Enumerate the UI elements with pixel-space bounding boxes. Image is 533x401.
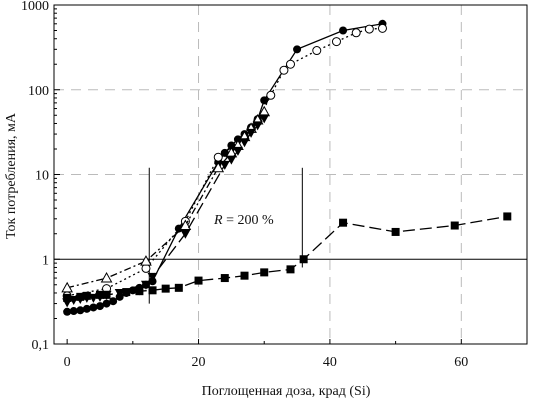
grid	[54, 5, 527, 344]
data-point	[180, 229, 191, 239]
data-point	[260, 96, 269, 105]
data-point	[148, 286, 157, 295]
data-point	[339, 26, 348, 35]
data-point	[194, 276, 203, 285]
data-point	[61, 281, 73, 293]
data-point	[122, 288, 131, 297]
series-filled-square	[63, 212, 512, 302]
data-point	[95, 290, 104, 299]
axis-ticks: 0 20 40 60 0,1 1 10 100 1000	[21, 0, 468, 370]
y-tick-label: 1000	[21, 0, 49, 14]
data-point	[286, 265, 295, 274]
x-tick-label: 60	[454, 355, 468, 370]
data-point	[259, 114, 270, 124]
data-point	[232, 146, 243, 156]
y-tick-label: 0,1	[32, 338, 50, 353]
data-point	[286, 59, 295, 69]
data-point	[391, 227, 400, 236]
data-point	[179, 219, 192, 231]
data-point	[240, 271, 249, 280]
x-axis-title: Поглощенная доза, крад (Si)	[202, 384, 371, 399]
data-point	[351, 28, 361, 38]
data-point	[76, 292, 85, 301]
data-point	[76, 306, 85, 315]
data-point	[213, 152, 223, 162]
data-point	[377, 23, 387, 33]
data-point	[331, 37, 341, 47]
data-point	[102, 290, 111, 299]
data-point	[95, 302, 104, 311]
data-point	[293, 45, 302, 54]
data-point	[68, 296, 79, 306]
y-tick-label: 1	[42, 253, 49, 268]
y-tick-label: 100	[28, 84, 49, 99]
x-tick-label: 20	[192, 355, 206, 370]
series-open-triangle	[61, 105, 271, 293]
data-series	[61, 19, 512, 316]
annotation-text: R = 200 %	[213, 213, 274, 228]
y-tick-label: 10	[35, 169, 49, 184]
data-point	[299, 255, 308, 264]
data-point	[312, 46, 322, 56]
data-point	[226, 155, 237, 165]
data-point	[82, 304, 91, 313]
series-line	[66, 111, 265, 289]
data-point	[140, 255, 152, 266]
data-point	[140, 280, 151, 290]
x-tick-label: 0	[64, 355, 71, 370]
data-point	[266, 90, 276, 100]
data-point	[63, 293, 72, 302]
y-axis-title: Ток потребления, мА	[4, 112, 19, 239]
data-point	[219, 160, 230, 170]
data-point	[260, 268, 269, 277]
data-point	[69, 307, 78, 316]
data-point	[100, 272, 113, 283]
data-point	[128, 286, 137, 295]
data-point	[503, 212, 512, 221]
data-point	[233, 135, 242, 144]
data-point	[109, 297, 118, 306]
data-point	[63, 307, 72, 316]
data-point	[239, 138, 250, 148]
data-point	[212, 161, 225, 173]
series-line	[67, 215, 508, 299]
data-point	[364, 24, 374, 34]
data-point	[252, 121, 263, 131]
data-point	[279, 65, 289, 75]
data-point	[161, 284, 170, 293]
data-point	[450, 221, 459, 230]
data-point	[102, 299, 111, 308]
data-point	[174, 283, 183, 292]
reference-lines	[54, 167, 527, 304]
data-point	[246, 128, 257, 138]
data-point	[339, 218, 348, 227]
data-point	[82, 291, 91, 300]
data-point	[220, 274, 229, 283]
data-point	[135, 287, 144, 296]
data-point	[89, 303, 98, 312]
data-point	[147, 272, 158, 282]
x-tick-label: 40	[323, 355, 337, 370]
